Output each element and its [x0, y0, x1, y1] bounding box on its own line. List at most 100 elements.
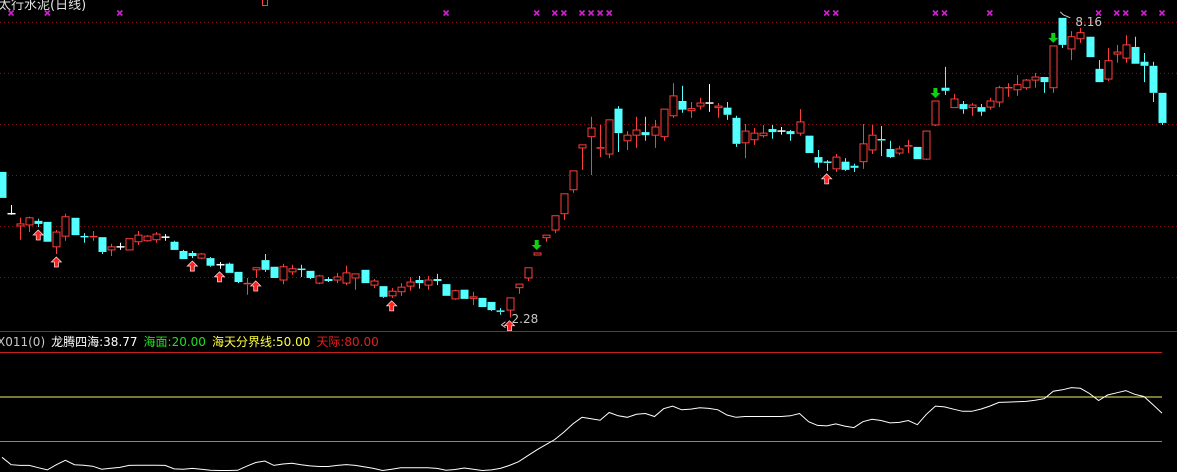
top-marker-x-icon [986, 9, 993, 17]
candle [768, 124, 777, 139]
candle-body [270, 266, 279, 278]
candle-body [750, 132, 759, 141]
candle-body [995, 87, 1004, 103]
candle [759, 124, 768, 138]
buy-arrow-up-icon [820, 173, 833, 185]
candle [596, 124, 605, 158]
indicator-sea-value: 海面:20.00 [143, 335, 206, 349]
candle-body [859, 143, 868, 163]
candle [850, 163, 859, 172]
chart-title: 太行水泥(日线) [0, 0, 87, 13]
candle-body [868, 134, 877, 151]
candle [1004, 83, 1013, 97]
candle-body [786, 131, 795, 135]
candle [968, 103, 977, 116]
candle-body [1058, 17, 1067, 45]
candle [216, 262, 225, 269]
candle [25, 216, 34, 233]
candle [705, 84, 714, 112]
candle-body [324, 278, 333, 282]
top-marker-x-icon [606, 9, 613, 17]
candle-body [1022, 79, 1031, 89]
candle-body [34, 220, 43, 224]
candle [913, 146, 922, 160]
candle-body [487, 301, 496, 311]
candle [1149, 61, 1158, 103]
candle-body [1113, 51, 1122, 55]
candle [134, 231, 143, 245]
candle-body [16, 223, 25, 227]
top-marker-x-icon [1113, 9, 1120, 17]
candle-body [225, 263, 234, 273]
candle [696, 97, 705, 110]
buy-arrow-up-icon [249, 280, 262, 292]
top-marker-x-icon [7, 9, 15, 17]
top-marker-x-icon [1158, 9, 1166, 17]
candle-body [714, 105, 723, 109]
candle [1095, 60, 1104, 83]
candle [678, 85, 687, 113]
candle-body [506, 297, 515, 311]
candle-body [524, 267, 533, 279]
candle-body [469, 296, 478, 299]
candle [741, 123, 750, 159]
candle [1131, 36, 1140, 64]
candle-body [533, 252, 542, 256]
indicator-levels [0, 352, 1162, 442]
candle [496, 308, 505, 315]
top-marker-x-icon [1095, 9, 1102, 17]
candle-body [941, 87, 950, 91]
candle [1049, 45, 1058, 93]
candle [941, 66, 950, 95]
candle [1031, 72, 1040, 88]
candle [877, 125, 886, 157]
candle [614, 106, 623, 152]
candle [533, 252, 542, 256]
candle [469, 291, 478, 306]
signals [32, 32, 1059, 332]
candle [1086, 36, 1095, 58]
candle [1104, 47, 1113, 82]
top-markers [7, 9, 1166, 17]
candle-body [796, 121, 805, 134]
candle-body [1104, 60, 1113, 80]
candle [333, 272, 342, 284]
candle-body [0, 171, 7, 198]
candle [460, 289, 469, 299]
candle [551, 215, 560, 234]
top-marker-x-icon [560, 9, 567, 17]
candle-body [1086, 36, 1095, 58]
candle [379, 286, 388, 298]
candle [451, 289, 460, 300]
candle [1122, 35, 1131, 63]
buy-arrow-up-icon [213, 271, 226, 283]
candle-body [252, 267, 261, 271]
candle [170, 240, 179, 250]
indicator-line [1, 387, 1163, 472]
candle [161, 234, 170, 241]
candle-body [759, 132, 768, 137]
candle [859, 123, 868, 169]
candle-body [370, 280, 379, 286]
low-leader [500, 321, 506, 329]
candle [370, 278, 379, 289]
candle-body [632, 129, 641, 136]
candle-body [1122, 44, 1131, 59]
candle-body [1049, 45, 1058, 89]
candle-body [614, 108, 623, 134]
candle-body [986, 100, 995, 108]
candle [388, 288, 397, 298]
candle-body [732, 117, 741, 144]
candle-body [206, 258, 215, 266]
candle [1113, 44, 1122, 63]
buy-arrow-up-icon [50, 256, 63, 268]
candle [80, 233, 89, 243]
candle [587, 116, 596, 175]
top-marker-x-icon [551, 9, 558, 17]
buy-arrow-up-icon [503, 320, 516, 332]
candle-body [1158, 92, 1167, 123]
candle-body [1031, 76, 1040, 81]
top-marker-x-icon [44, 9, 51, 17]
candle-body [1149, 65, 1158, 93]
